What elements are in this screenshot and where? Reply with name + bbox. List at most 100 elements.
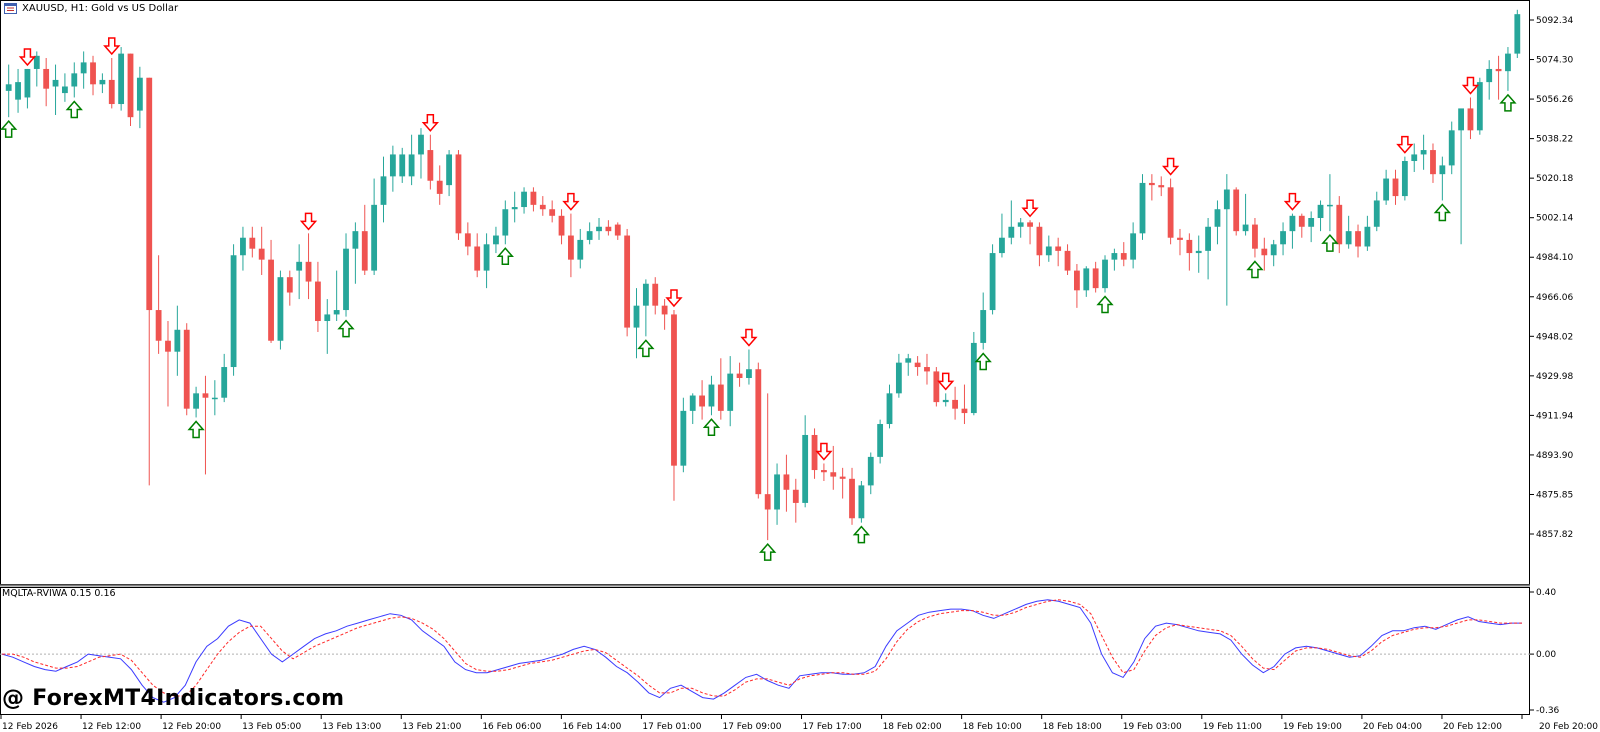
candle-bull [689, 395, 696, 411]
candle-bear [165, 340, 171, 352]
candle-bull [1111, 253, 1118, 260]
time-tick-label: 16 Feb 14:00 [562, 722, 621, 732]
candle-bear [455, 154, 462, 234]
chart-window-icon[interactable] [4, 3, 17, 14]
candle-bear [474, 246, 481, 271]
candle-bear [811, 434, 818, 471]
candle-bear [127, 53, 134, 118]
candle-bull [708, 384, 715, 407]
candle-bear [315, 281, 321, 322]
candle-bull [980, 310, 987, 343]
indicator-tick-label: -0.36 [1536, 706, 1560, 716]
candle-bear [183, 329, 190, 409]
candle-bear [839, 476, 846, 479]
candle-bull [1505, 53, 1511, 72]
candle-bull [1401, 161, 1408, 197]
candle-bull [174, 329, 181, 352]
indicator-layer [1, 599, 1522, 703]
candle-bull [905, 358, 912, 363]
candle-bull [1008, 226, 1015, 238]
candle-bull [5, 84, 12, 91]
candle-bear [202, 393, 209, 398]
price-tick-label: 5002.14 [1536, 214, 1573, 224]
candle-bull [80, 62, 87, 74]
price-tick-label: 5038.22 [1536, 135, 1573, 145]
arrow-down-icon [1161, 157, 1180, 176]
candle-bear [1252, 224, 1258, 249]
candle-bear [1148, 182, 1155, 186]
candle-bull [15, 82, 21, 100]
candle-bull [483, 244, 490, 271]
watermark: @ ForexMT4Indicators.com [2, 686, 345, 711]
time-tick-label: 17 Feb 09:00 [722, 722, 781, 732]
candle-bear [849, 478, 855, 519]
arrow-up-icon [337, 319, 355, 338]
price-tick-label: 4857.82 [1536, 530, 1573, 540]
candle-bear [286, 277, 293, 293]
price-tick-label: 5092.34 [1536, 16, 1573, 26]
candle-bull [277, 277, 284, 341]
candle-bear [933, 371, 940, 403]
candle-bear [249, 237, 256, 249]
candle-bear [914, 362, 921, 368]
candle-bull [446, 154, 452, 186]
candle-bear [305, 261, 312, 282]
time-tick-label: 12 Feb 12:00 [82, 722, 141, 732]
candle-bear [361, 231, 368, 271]
time-tick-label: 20 Feb 12:00 [1443, 722, 1502, 732]
time-tick-label: 13 Feb 05:00 [242, 722, 301, 732]
candle-bear [717, 384, 724, 411]
candle-bull [877, 424, 884, 457]
arrow-up-icon [637, 339, 655, 358]
candle-bull [1373, 200, 1380, 227]
candle-bear [155, 310, 162, 341]
candle-bull [1130, 233, 1137, 260]
arrow-down-icon [1021, 199, 1039, 218]
arrow-down-icon [1283, 192, 1302, 211]
candle-bear [755, 369, 762, 495]
candle-bull [577, 239, 584, 260]
candle-bear [652, 283, 659, 306]
candle-bear [1495, 68, 1502, 72]
candles-layer [5, 9, 1521, 541]
candle-bull [1308, 217, 1315, 227]
candle-bull [118, 53, 125, 105]
candle-bear [1355, 231, 1361, 247]
candle-bull [136, 77, 143, 111]
arrow-up-icon [759, 543, 777, 561]
arrow-down-icon [1396, 135, 1414, 154]
time-tick-label: 19 Feb 03:00 [1123, 722, 1182, 732]
candle-bull [1383, 178, 1390, 201]
arrow-up-icon [974, 352, 992, 371]
arrow-down-icon [937, 372, 955, 391]
candle-bull [343, 248, 349, 311]
candle-bear [1158, 185, 1165, 188]
candle-bull [24, 68, 31, 98]
candle-bull [52, 79, 59, 87]
time-axis: 12 Feb 2026 12 Feb 12:00 12 Feb 20:00 13 Fe… [0, 715, 1598, 732]
candle-bear [530, 191, 537, 205]
indicator-axis: 0.40 0.00 -0.36 [1530, 588, 1560, 716]
candle-bull [1345, 231, 1352, 245]
candle-bear [1392, 178, 1399, 197]
candle-bull [680, 410, 687, 466]
candle-bear [1430, 150, 1436, 175]
arrow-down-icon [665, 289, 683, 308]
candle-bull [230, 255, 237, 368]
candle-bull [408, 154, 415, 177]
candle-bull [1017, 222, 1024, 227]
candle-bull [1242, 224, 1249, 232]
candle-bear [1092, 268, 1099, 289]
candle-bull [858, 485, 865, 519]
arrow-up-icon [1096, 295, 1114, 314]
signal-arrows-layer [0, 37, 1517, 561]
candle-bull [418, 134, 424, 155]
candle-bull [1364, 226, 1371, 247]
candle-bull [502, 209, 509, 236]
candle-bear [1074, 270, 1080, 291]
candle-bull [895, 362, 902, 394]
candle-bull [371, 204, 378, 271]
candle-bear [1186, 239, 1193, 254]
